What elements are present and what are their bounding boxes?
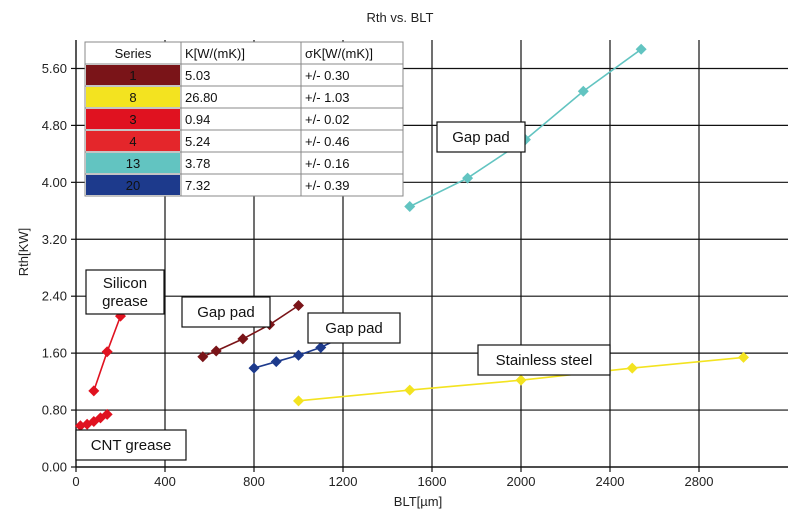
annotation-box: [75, 429, 187, 461]
annotation-cnt-grease: CNT grease: [75, 429, 187, 461]
legend-series-id: 3: [129, 112, 136, 127]
annotation-box: [307, 312, 401, 344]
tick-labels: 0 400 800 1200 1600 2000 2400 2800 0.00 0.80 1.60 2…: [42, 61, 714, 489]
annotation-text: Gap pad: [325, 320, 383, 337]
legend-series-id: 20: [126, 178, 140, 193]
data-point: [293, 395, 304, 407]
data-point: [404, 384, 416, 396]
legend-table: Series K[W/(mK)] σK[W/(mK)] 1 5.03 +/- 0.30 8 2…: [84, 41, 404, 197]
legend-row: 1 5.03 +/- 0.30: [86, 65, 349, 85]
legend-sigma-value: +/- 1.03: [305, 90, 349, 105]
annotation-stainless-steel: Stainless steel: [477, 344, 611, 376]
annotation-text: Gap pad: [452, 129, 510, 146]
legend-series-id: 4: [129, 134, 136, 149]
legend-color-swatch: [86, 87, 180, 107]
legend-sigma-value: +/- 0.39: [305, 178, 349, 193]
legend-k-value: 5.03: [185, 68, 210, 83]
x-tick-label: 0: [72, 474, 79, 489]
data-point: [101, 346, 113, 358]
legend-color-swatch: [86, 131, 180, 151]
series-1: [197, 299, 304, 363]
legend-k-value: 7.32: [185, 178, 210, 193]
legend-sigma-value: +/- 0.02: [305, 112, 349, 127]
legend-sigma-value: +/- 0.46: [305, 134, 349, 149]
annotation-box: [436, 121, 526, 153]
y-tick-label: 4.80: [42, 118, 67, 133]
x-axis-title: BLT[µm]: [394, 494, 442, 509]
annotation-text: Gap pad: [197, 304, 255, 321]
x-tick-label: 1600: [418, 474, 447, 489]
x-tick-label: 2800: [685, 474, 714, 489]
data-point: [404, 201, 416, 213]
legend-row: 8 26.80 +/- 1.03: [86, 87, 349, 107]
legend-row: 13 3.78 +/- 0.16: [86, 153, 349, 173]
data-point: [515, 374, 527, 386]
legend-k-value: 26.80: [185, 90, 218, 105]
annotation-box: [181, 296, 271, 328]
annotation-text: CNT grease: [91, 437, 172, 454]
y-tick-label: 1.60: [42, 346, 67, 361]
annotation-gap-pad-20: Gap pad: [307, 312, 401, 344]
x-tick-label: 400: [154, 474, 176, 489]
legend-header: Series: [115, 46, 152, 61]
legend-header: σK[W/(mK)]: [305, 46, 373, 61]
y-tick-label: 2.40: [42, 289, 67, 304]
legend-series-id: 8: [129, 90, 136, 105]
y-tick-label: 5.60: [42, 61, 67, 76]
legend-color-swatch: [86, 109, 180, 129]
series-3: [74, 408, 113, 432]
data-point: [635, 43, 647, 55]
annotation-text: Stainless steel: [496, 352, 593, 369]
legend-color-swatch: [86, 65, 180, 85]
series-8: [293, 351, 749, 407]
data-point: [462, 172, 474, 184]
annotation-box: [85, 269, 165, 315]
y-axis-title: Rth[KW]: [16, 228, 31, 276]
legend-row: 4 5.24 +/- 0.46: [86, 131, 349, 151]
x-tick-label: 800: [243, 474, 265, 489]
data-point: [88, 385, 100, 397]
y-tick-label: 0.00: [42, 460, 67, 475]
data-point: [738, 351, 749, 363]
chart-title: Rth vs. BLT: [367, 10, 434, 25]
data-point: [270, 356, 282, 368]
data-point: [626, 362, 638, 374]
annotation-text: Silicon: [103, 275, 147, 292]
legend-k-value: 0.94: [185, 112, 210, 127]
legend-color-swatch: [86, 175, 180, 195]
legend-k-value: 3.78: [185, 156, 210, 171]
y-tick-label: 0.80: [42, 403, 67, 418]
y-tick-label: 3.20: [42, 232, 67, 247]
legend-series-id: 13: [126, 156, 140, 171]
legend-row: 20 7.32 +/- 0.39: [86, 175, 349, 195]
data-point: [315, 341, 327, 353]
legend-color-swatch: [86, 153, 180, 173]
data-point: [101, 408, 113, 420]
data-point: [237, 333, 249, 345]
legend-row: 3 0.94 +/- 0.02: [86, 109, 349, 129]
legend-series-id: 1: [129, 68, 136, 83]
x-tick-label: 2000: [507, 474, 536, 489]
legend-sigma-value: +/- 0.30: [305, 68, 349, 83]
data-point: [210, 345, 222, 357]
legend-header: K[W/(mK)]: [185, 46, 245, 61]
annotation-text: grease: [102, 293, 148, 310]
annotation-gap-pad-13: Gap pad: [436, 121, 526, 153]
data-point: [577, 85, 589, 97]
data-point: [293, 299, 304, 311]
data-point: [293, 349, 304, 361]
x-tick-label: 1200: [329, 474, 358, 489]
legend-sigma-value: +/- 0.16: [305, 156, 349, 171]
data-point: [197, 351, 209, 363]
data-point: [248, 362, 260, 374]
y-tick-label: 4.00: [42, 175, 67, 190]
annotation-gap-pad-1: Gap pad: [181, 296, 271, 328]
x-tick-label: 2400: [596, 474, 625, 489]
annotation-box: [477, 344, 611, 376]
legend-k-value: 5.24: [185, 134, 210, 149]
